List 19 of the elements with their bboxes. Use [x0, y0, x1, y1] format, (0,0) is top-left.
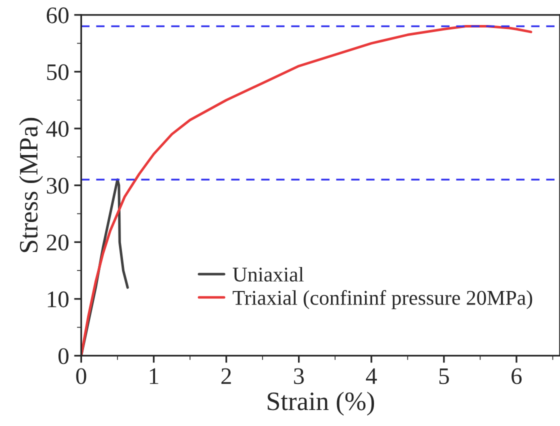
x-tick-label: 0	[76, 368, 86, 384]
x-tick-label: 5	[439, 368, 449, 384]
y-tick-label: 10	[48, 291, 68, 308]
x-tick-label: 3	[294, 368, 304, 384]
y-tick-label: 40	[46, 121, 68, 137]
x-tick-label: 1	[150, 368, 158, 384]
y-tick-label: 0	[58, 348, 68, 364]
y-tick-label: 50	[47, 64, 68, 80]
line-series	[81, 25, 532, 356]
x-tick-label: 4	[366, 368, 377, 384]
y-axis-title: Stress (MPa)	[19, 118, 44, 252]
x-axis-title: Strain (%)	[268, 392, 374, 416]
y-tick-label: 20	[46, 234, 68, 251]
x-tick-label: 6	[512, 368, 522, 384]
x-tick-label: 2	[221, 368, 231, 384]
legend-label: Uniaxial	[232, 266, 304, 282]
legend-label: Triaxial (confininf pressure 20MPa)	[232, 290, 532, 310]
y-tick-label: 60	[46, 7, 68, 24]
y-tick-label: 30	[46, 178, 68, 194]
